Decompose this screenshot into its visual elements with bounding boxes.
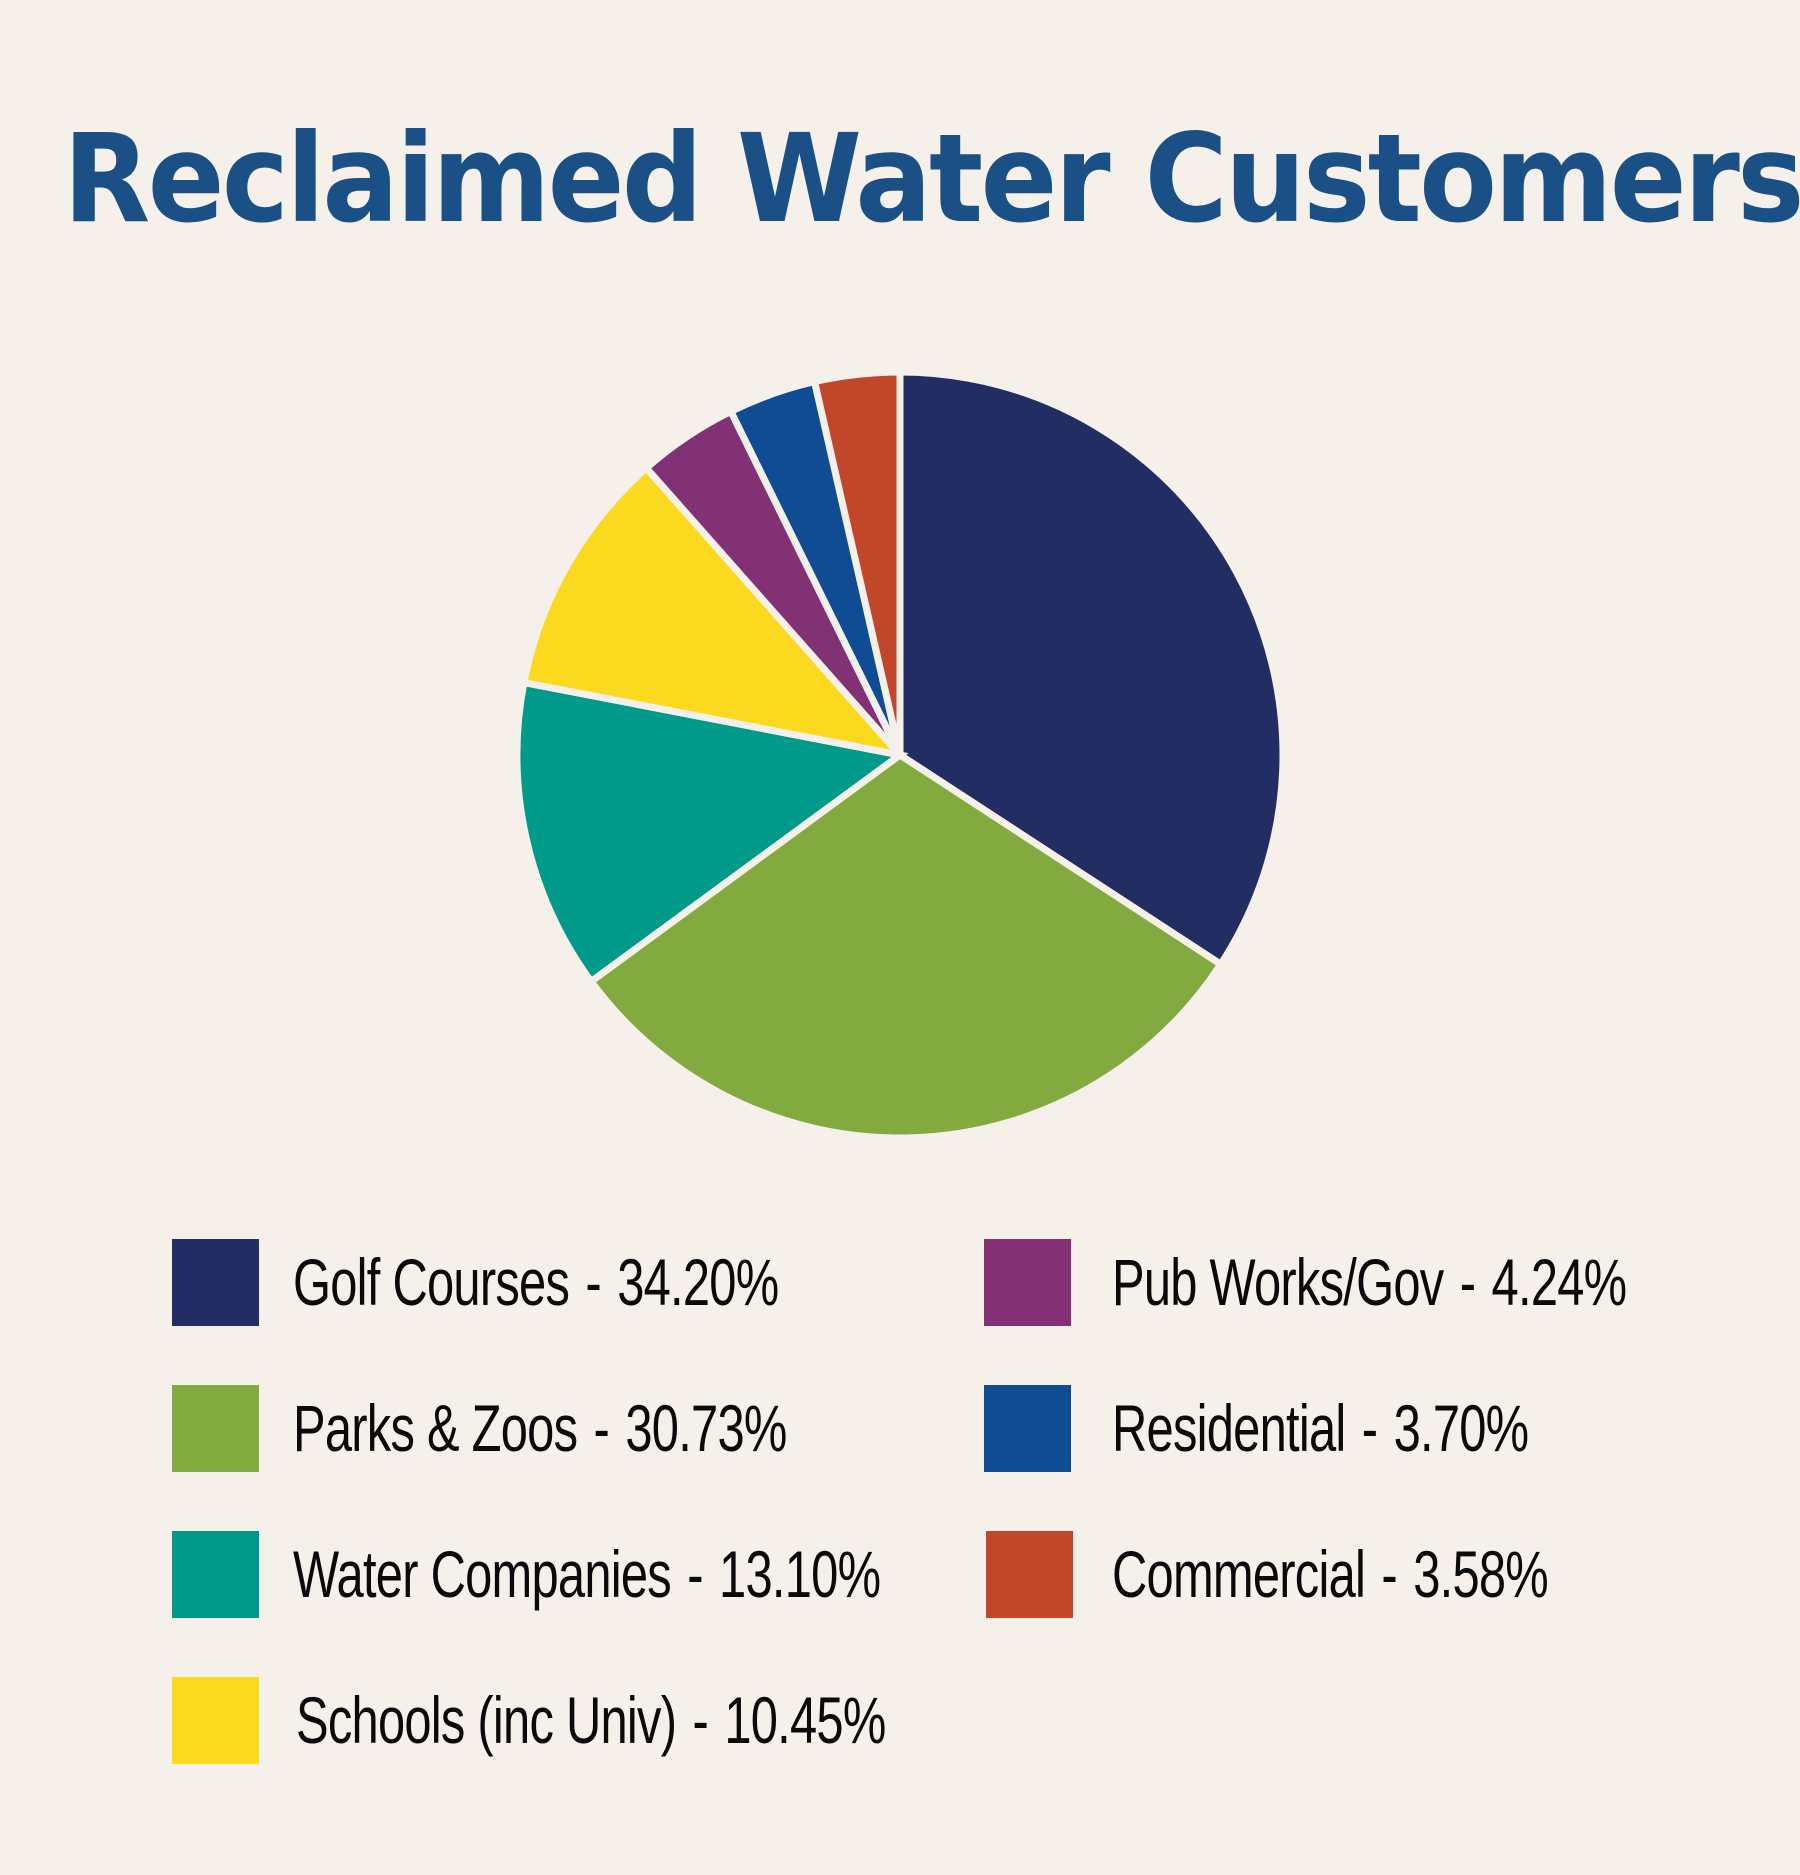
pie-chart	[513, 368, 1283, 1142]
pie-slice-commercial	[810, 368, 904, 756]
legend-value: 10.45%	[724, 1683, 886, 1757]
legend-value: 34.20%	[617, 1245, 779, 1319]
pie-chart-svg	[513, 368, 1283, 1142]
pie-slice-parks-zoos	[586, 750, 1226, 1142]
legend-swatch-schools	[172, 1677, 259, 1764]
legend-swatch-golf-courses	[172, 1239, 259, 1326]
pie-slice-schools-inc-univ	[519, 463, 910, 761]
legend-category: Schools (inc Univ)	[296, 1683, 677, 1757]
legend-separator: -	[687, 1537, 703, 1611]
legend-value: 4.24%	[1491, 1245, 1628, 1319]
legend-category: Commercial	[1112, 1537, 1366, 1611]
legend-separator: -	[1459, 1245, 1476, 1319]
legend-category: Pub Works/Gov	[1112, 1245, 1444, 1319]
legend-value: 30.73%	[625, 1391, 787, 1465]
legend-label-commercial: Commercial -3.58%	[1112, 1537, 1549, 1611]
legend-label-pub-works-gov: Pub Works/Gov -4.24%	[1112, 1245, 1628, 1319]
legend-label-golf-courses: Golf Courses -34.20%	[293, 1245, 779, 1319]
legend-label-schools: Schools (inc Univ) -10.45%	[296, 1685, 886, 1755]
legend-value: 3.70%	[1393, 1391, 1530, 1465]
legend-category: Residential	[1112, 1391, 1346, 1465]
legend-swatch-pub-works-gov	[984, 1239, 1071, 1326]
legend-category: Golf Courses	[293, 1245, 570, 1319]
legend-separator: -	[593, 1391, 610, 1465]
legend-swatch-water-companies	[172, 1531, 259, 1618]
legend-value: 13.10%	[719, 1537, 881, 1611]
legend-separator: -	[1361, 1391, 1378, 1465]
legend-separator: -	[692, 1683, 709, 1757]
legend-swatch-parks-zoos	[172, 1385, 259, 1472]
legend-separator: -	[585, 1245, 601, 1319]
legend-swatch-residential	[984, 1385, 1071, 1472]
legend-swatch-commercial	[986, 1531, 1073, 1618]
legend-label-water-companies: Water Companies -13.10%	[293, 1537, 881, 1611]
legend-separator: -	[1381, 1537, 1397, 1611]
chart-title: Reclaimed Water Customers	[63, 108, 1800, 250]
legend-category: Parks & Zoos	[293, 1391, 578, 1465]
pie-slice-water-companies	[513, 678, 909, 987]
legend-label-parks-zoos: Parks & Zoos -30.73%	[293, 1393, 787, 1463]
legend-category: Water Companies	[293, 1537, 672, 1611]
legend-value: 3.58%	[1413, 1537, 1549, 1611]
legend-label-residential: Residential -3.70%	[1112, 1391, 1530, 1465]
